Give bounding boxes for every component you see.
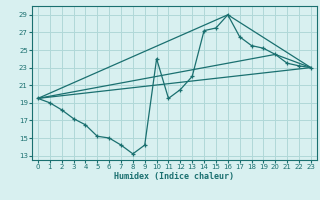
X-axis label: Humidex (Indice chaleur): Humidex (Indice chaleur): [115, 172, 234, 181]
